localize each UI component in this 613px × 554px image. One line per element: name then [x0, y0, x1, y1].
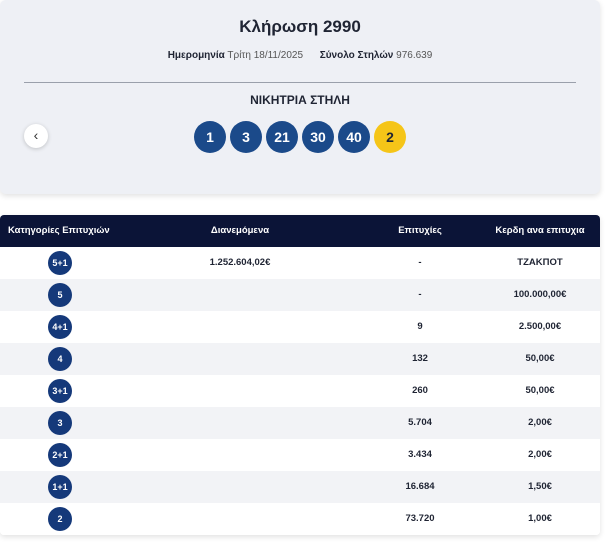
- draw-card: Κλήρωση 2990 Ημερομηνία Τρίτη 18/11/2025…: [0, 0, 600, 194]
- table-cell: 9: [417, 321, 423, 332]
- category-badge: 3: [48, 411, 72, 435]
- table-cell: 1,50€: [528, 481, 552, 492]
- category-badge: 2: [48, 507, 72, 531]
- table-cell: 73.720: [405, 513, 435, 524]
- table-cell: 50,00€: [525, 353, 555, 364]
- table-cell: 2.500,00€: [518, 321, 562, 332]
- header-cell: Επιτυχίες: [398, 225, 442, 236]
- table-cell: 5.704: [408, 417, 432, 428]
- table-row: 4+1 9 2.500,00€: [0, 311, 600, 343]
- category-badge: 4: [48, 347, 72, 371]
- category-badge: 2+1: [48, 443, 72, 467]
- results-table: Κατηγορίες Επιτυχιών Διανεμόμενα Επιτυχίες…: [0, 215, 600, 535]
- number-ball: 21: [266, 121, 298, 153]
- header-cell: Κατηγορίες Επιτυχιών: [8, 225, 110, 236]
- divider: [24, 82, 576, 83]
- date-label: Ημερομηνία: [167, 50, 225, 61]
- table-row: 2+1 3.434 2,00€: [0, 439, 600, 471]
- table-cell: 132: [412, 353, 428, 364]
- draw-title: Κλήρωση 2990: [239, 17, 361, 36]
- table-row: 3 5.704 2,00€: [0, 407, 600, 439]
- table-cell: 1,00€: [528, 513, 552, 524]
- table-row: 2 73.720 1,00€: [0, 503, 600, 535]
- category-badge: 4+1: [48, 315, 72, 339]
- table-cell: 1.252.604,02€: [209, 257, 271, 268]
- columns: 976.639: [396, 50, 433, 61]
- category-badge: 5: [48, 283, 72, 307]
- header-cell: Διανεμόμενα: [210, 225, 270, 236]
- table-row: 1+1 16.684 1,50€: [0, 471, 600, 503]
- number-ball: 1: [194, 121, 226, 153]
- table-row: 5+1 1.252.604,02€ - ΤΖΑΚΠΟΤ: [0, 247, 600, 279]
- category-badge: 1+1: [48, 475, 72, 499]
- number-ball: 30: [302, 121, 334, 153]
- category-badge: 3+1: [48, 379, 72, 403]
- back-button[interactable]: ‹: [24, 124, 48, 148]
- table-cell: 50,00€: [525, 385, 555, 396]
- table-row: 5 - 100.000,00€: [0, 279, 600, 311]
- table-row: 3+1 260 50,00€: [0, 375, 600, 407]
- number-ball: 40: [338, 121, 370, 153]
- table-cell: 16.684: [405, 481, 435, 492]
- winning-label: ΝΙΚΗΤΡΙΑ ΣΤΗΛΗ: [250, 93, 350, 107]
- balls: 1 3 21 30 40 2: [0, 121, 600, 153]
- table-row: 4 132 50,00€: [0, 343, 600, 375]
- table-cell: 100.000,00€: [513, 289, 567, 300]
- category-badge: 5+1: [48, 251, 72, 275]
- joker-ball: 2: [374, 121, 406, 153]
- table-cell: ΤΖΑΚΠΟΤ: [517, 257, 563, 268]
- header-cell: Κερδη ανα επιτυχια: [495, 225, 585, 236]
- table-cell: -: [418, 289, 422, 300]
- table-header: Κατηγορίες Επιτυχιών Διανεμόμενα Επιτυχίες…: [0, 215, 600, 247]
- columns-label: Σύνολο Στηλών: [319, 50, 394, 61]
- table-cell: -: [418, 257, 422, 268]
- table-cell: 260: [412, 385, 428, 396]
- draw-meta: Ημερομηνία Τρίτη 18/11/2025 Σύνολο Στηλώ…: [0, 50, 600, 61]
- table-cell: 2,00€: [528, 417, 552, 428]
- date: Τρίτη 18/11/2025: [227, 50, 304, 61]
- number-ball: 3: [230, 121, 262, 153]
- table-cell: 2,00€: [528, 449, 552, 460]
- table-cell: 3.434: [408, 449, 432, 460]
